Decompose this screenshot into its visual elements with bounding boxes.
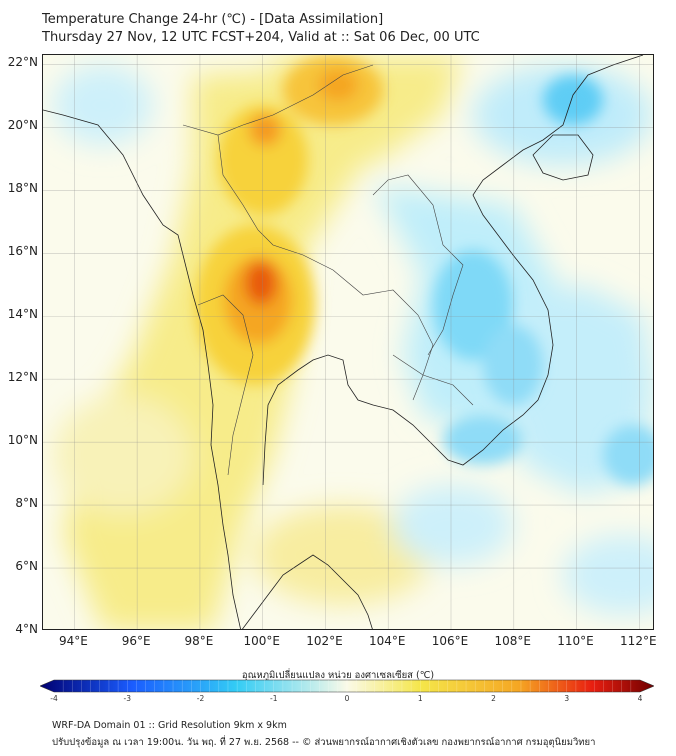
colorbar-gradient <box>40 679 654 693</box>
latitude-label: 16°N <box>7 244 38 259</box>
central-peak-zone <box>245 261 277 305</box>
colorbar-tick-label: -4 <box>50 694 58 703</box>
colorbar-tick-label: -2 <box>196 694 205 703</box>
north-peak-zone <box>249 114 281 146</box>
colorbar-tick-label: 4 <box>637 694 643 703</box>
border-laos-vietnam <box>372 174 464 356</box>
nw-cool-area <box>53 65 153 145</box>
latitude-label: 8°N <box>15 496 38 511</box>
tonkin-cold-zone <box>543 75 603 125</box>
graticule <box>43 55 653 629</box>
map-plot-area <box>42 54 654 630</box>
laos-north-peak-zone <box>318 69 358 101</box>
temperature-change-map <box>43 55 653 629</box>
colorbar-tick-label: 2 <box>491 694 496 703</box>
colorbar-label: อุณหภูมิเปลี่ยนแปลง หน่วย องศาเซลเซียส (… <box>241 670 435 681</box>
longitude-label: 108°E <box>494 634 532 648</box>
latitude-label: 12°N <box>7 370 38 385</box>
longitude-label: 94°E <box>58 634 88 648</box>
laos-cold-zone <box>433 250 513 360</box>
gulf-vietnam-coastline <box>262 55 644 486</box>
longitude-label: 104°E <box>368 634 406 648</box>
latitude-label: 14°N <box>7 307 38 322</box>
border-cambodia <box>392 354 474 406</box>
colorbar-tick-label: -1 <box>270 694 278 703</box>
colorbar-tick-label: 1 <box>417 694 423 703</box>
longitude-label: 98°E <box>184 634 214 648</box>
gulf-warm-area <box>253 505 433 605</box>
se-cool-area <box>563 535 653 615</box>
s-cool-area <box>393 485 513 565</box>
colorbar-tick-label: 3 <box>564 694 570 703</box>
colorbar <box>40 679 654 693</box>
longitude-label: 100°E <box>243 634 280 648</box>
latitude-label: 18°N <box>7 181 38 196</box>
longitude-label: 110°E <box>557 634 594 648</box>
longitude-label: 96°E <box>121 634 151 648</box>
colorbar-tick-label: -3 <box>123 694 131 703</box>
vietnam-cold-zone <box>483 325 543 405</box>
mekong-cold-zone <box>443 415 523 465</box>
longitude-label: 106°E <box>431 634 469 648</box>
latitude-label: 10°N <box>7 433 38 448</box>
border-myanmar-thailand <box>197 294 254 476</box>
north-warm-zone <box>218 105 308 215</box>
longitude-label: 112°E <box>620 634 657 648</box>
footer-model-info: WRF-DA Domain 01 :: Grid Resolution 9km … <box>52 720 287 731</box>
footer-update-info: ปรับปรุงข้อมูล ณ เวลา 19:00น. วัน พฤ. ที… <box>52 737 596 748</box>
hainan-island <box>532 134 594 181</box>
west-coastline <box>43 109 241 629</box>
malay-peninsula-coast <box>242 554 373 629</box>
colorbar-tick-label: 0 <box>344 694 350 703</box>
chart-title: Temperature Change 24-hr (℃) - [Data Ass… <box>42 12 384 27</box>
latitude-label: 4°N <box>15 622 38 636</box>
latitude-label: 20°N <box>7 118 38 133</box>
latitude-label: 6°N <box>15 559 38 574</box>
border-thailand-laos <box>217 134 434 401</box>
colorbar-segments <box>62 680 632 692</box>
chart-subtitle: Thursday 27 Nov, 12 UTC FCST+204, Valid … <box>42 30 480 45</box>
country-borders <box>182 64 474 476</box>
coastlines <box>43 55 644 629</box>
andaman-warm-area <box>53 395 193 515</box>
temperature-peaks <box>195 55 653 485</box>
sea-cold-zone <box>603 425 653 485</box>
longitude-label: 102°E <box>306 634 343 648</box>
latitude-label: 22°N <box>7 55 38 70</box>
